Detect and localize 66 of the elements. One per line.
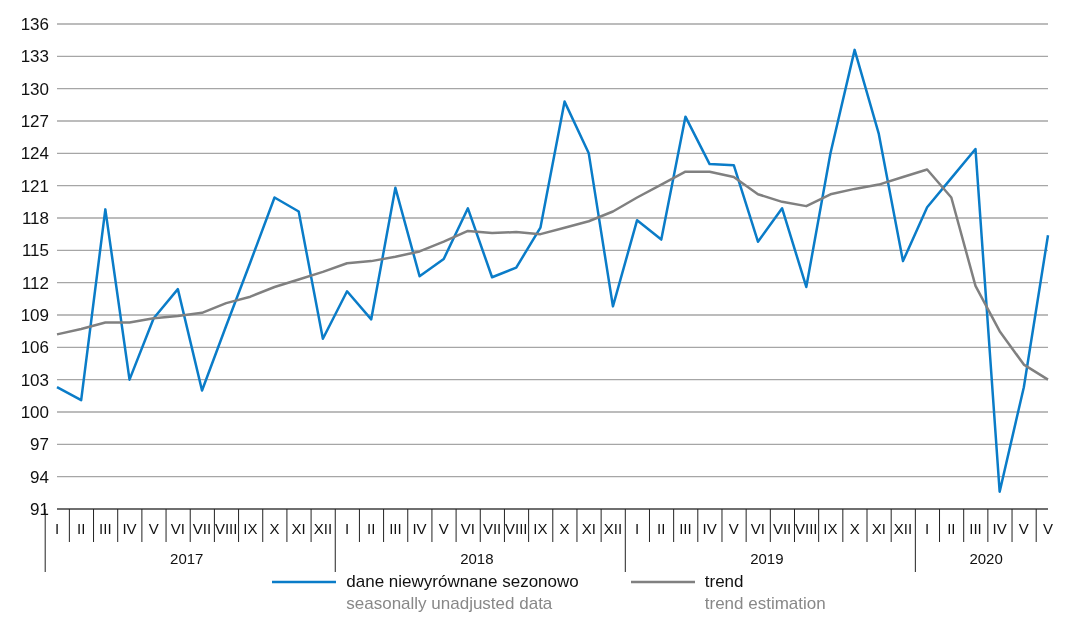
x-tick-label: XI [581,520,596,537]
line-series [55,168,1050,381]
y-tick-label: 94 [30,467,49,487]
x-tick-label: III [679,520,692,537]
x-tick-label: XI [871,520,886,537]
x-tick-label: IV [992,520,1007,537]
y-tick-label: 121 [20,176,49,196]
line-series [55,48,1050,494]
y-tick-label: 136 [20,15,49,35]
x-tick-label: VII [482,520,502,537]
x-tick-label: I [925,520,930,537]
x-tick-label: V [1042,520,1054,537]
x-tick-label: IX [823,520,838,537]
x-tick-label: XII [313,520,333,537]
x-tick-label: IV [122,520,137,537]
x-tick-label: XII [893,520,913,537]
x-tick-label: V [728,520,739,537]
x-tick-label: VI [750,520,766,537]
x-tick-label: VI [170,520,185,537]
y-tick-label: 109 [20,306,49,326]
x-tick-label: X [269,520,280,537]
x-tick-label: II [367,520,376,537]
legend-label: trend trend estimation [704,571,826,615]
x-tick-label: IV [412,520,427,537]
x-tick-label: II [947,520,956,537]
x-tick-label: XI [291,520,306,537]
x-tick-label: IX [533,520,548,537]
text: 2018 [460,550,494,567]
y-tick-label: 127 [20,112,49,132]
x-tick-label: III [99,520,112,537]
x-tick-label: II [77,520,86,537]
text: 2020 [969,550,1003,567]
x-tick-label: III [969,520,982,537]
y-tick-label: 103 [20,370,49,390]
y-tick-label: 100 [20,403,49,423]
x-tick-label: VIII [795,520,818,537]
y-tick-label: 112 [21,273,49,293]
x-tick-label: IV [702,520,717,537]
x-tick-label: X [559,520,570,537]
x-tick-label: V [148,520,159,537]
y-tick-label: 133 [20,47,49,67]
x-tick-label: II [657,520,666,537]
y-tick-label: 118 [21,209,49,229]
x-tick-label: VII [192,520,212,537]
x-tick-label: VIII [214,520,238,537]
text: 2017 [170,550,204,567]
x-tick-label: V [438,520,449,537]
y-tick-label: 124 [20,144,49,164]
x-tick-label: VII [772,520,792,537]
x-tick-label: X [849,520,860,537]
y-tick-label: 91 [30,500,49,520]
x-tick-label: I [635,520,640,537]
y-tick-label: 130 [20,79,49,99]
x-tick-label: III [389,520,402,537]
text: 2019 [750,550,784,567]
y-tick-label: 97 [30,435,49,455]
x-tick-label: VI [460,520,475,537]
y-tick-label: 106 [20,338,49,358]
legend-label: dane niewyrównane sezonowo seasonally unadjusted data [346,571,579,615]
x-tick-label: I [54,520,60,537]
y-tick-label: 115 [21,241,49,261]
x-tick-label: I [344,520,350,537]
x-tick-label: VIII [504,520,528,537]
x-tick-label: XII [603,520,623,537]
x-tick-label: IX [243,520,258,537]
x-tick-label: V [1018,520,1029,537]
